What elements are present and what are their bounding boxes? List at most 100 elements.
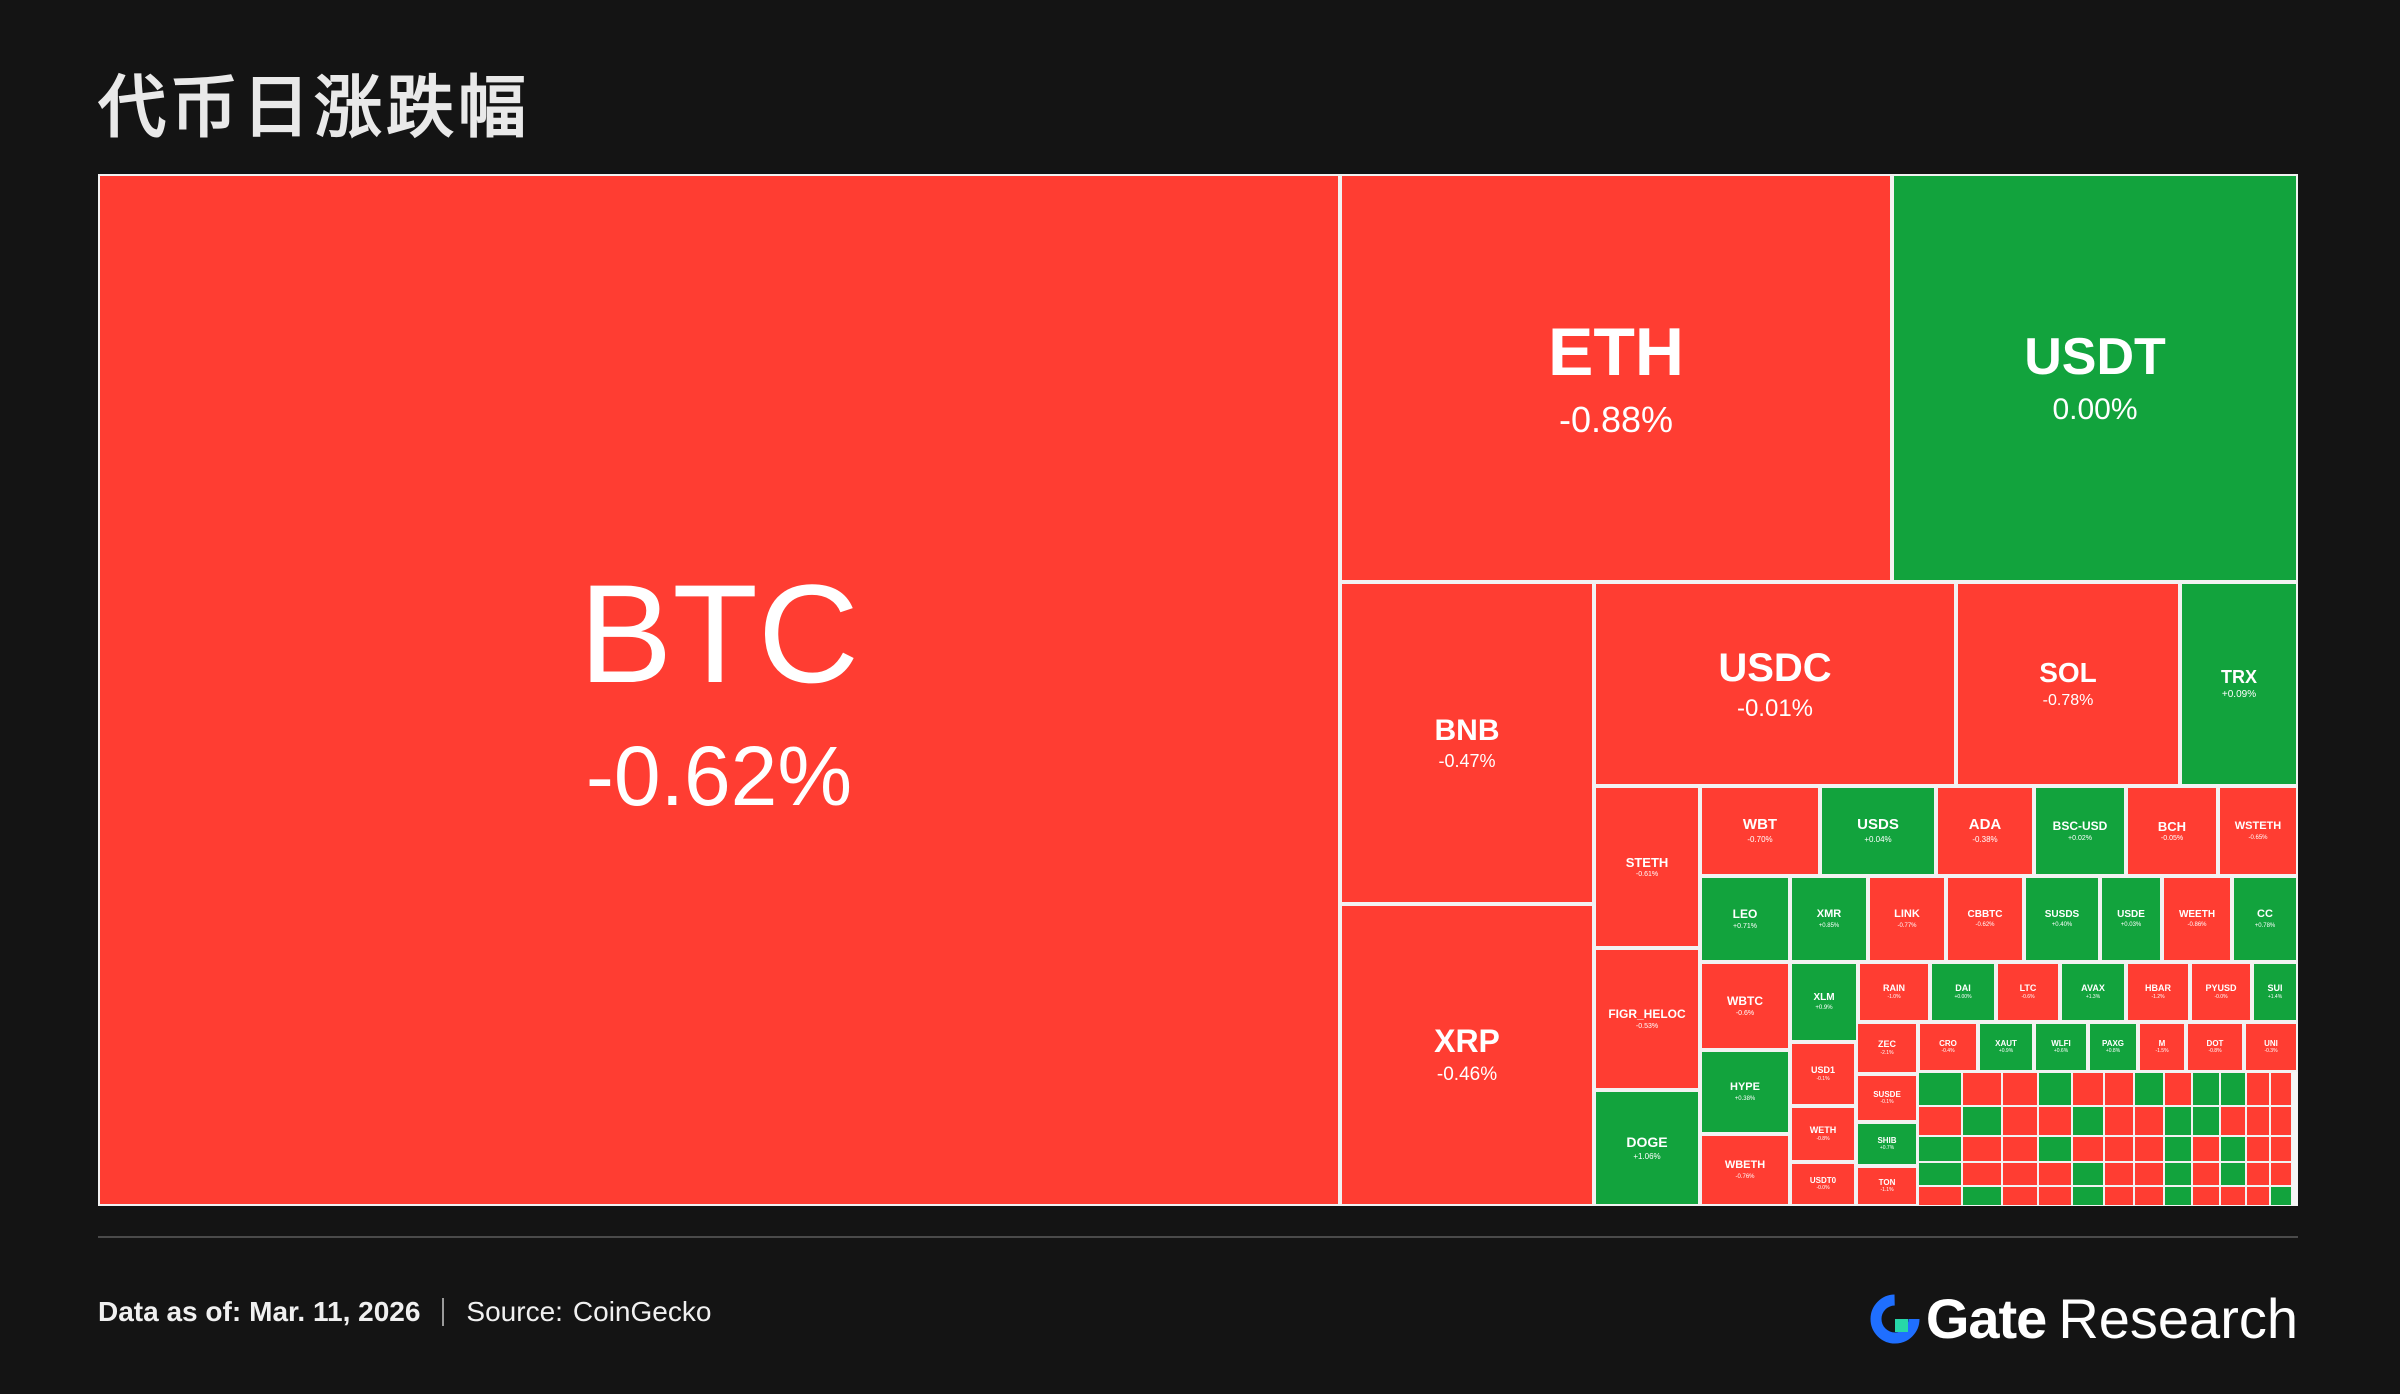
tile-symbol: TON [1878,1177,1896,1187]
tile-change: -0.1% [1816,1076,1830,1083]
tile-symbol: USD1 [1810,1064,1835,1075]
tile-change: +0.00% [1954,994,1972,1001]
tile-symbol: XAUT [1995,1038,2017,1048]
tile-symbol: WETH [1809,1124,1837,1135]
tile-symbol: XMR [1816,908,1842,921]
tile-symbol: M [2158,1038,2166,1048]
micro-tile [2220,1072,2246,1106]
tile-change: -0.4% [1941,1048,1955,1055]
tile-change: -0.88% [1558,398,1674,440]
tile-symbol: USDE [2117,908,2145,920]
tile-symbol: BTC [579,554,859,712]
tile-usdt: USDT 0.00% [1892,174,2298,582]
page-title: 代币日涨跌幅 [98,69,531,148]
tile-change: -0.62% [585,728,853,823]
tile-symbol: RAIN [1883,982,1905,993]
tile-change: -0.6% [1735,1009,1755,1017]
tile-symbol: PYUSD [2205,982,2237,993]
tile-symbol: WBTC [1727,994,1763,1009]
tile-change: -0.0% [1816,1185,1830,1192]
tile-symbol: BCH [2157,818,2187,834]
micro-tile [2134,1106,2164,1136]
tile-change: +0.38% [1734,1095,1756,1102]
tile-change: +0.6% [2053,1048,2069,1055]
tile-change: -0.8% [1816,1136,1830,1143]
micro-tile [1962,1106,2002,1136]
micro-tile [1962,1136,2002,1162]
footer-meta: Data as of: Mar. 11, 2026 Source: CoinGe… [98,1296,711,1328]
micro-tile [1918,1162,1962,1186]
tile-ton: TON -1.1% [1856,1166,1918,1206]
tile-symbol: CBBTC [1967,908,2003,920]
micro-tile [2220,1186,2246,1206]
tile-wbt: WBT -0.70% [1700,786,1820,876]
tile-change: -0.3% [2264,1048,2278,1055]
tile-change: +0.09% [2221,688,2257,700]
micro-tile [1918,1136,1962,1162]
tile-change: -0.86% [2187,922,2207,929]
tile-btc: BTC -0.62% [98,174,1340,1206]
tile-trx: TRX +0.09% [2180,582,2298,786]
tile-hbar: HBAR -1.2% [2126,962,2190,1022]
tile-symbol: SUSDS [2044,908,2080,920]
footer-separator [442,1298,445,1326]
micro-tile [2002,1136,2038,1162]
tile-usdc: USDC -0.01% [1594,582,1956,786]
micro-tiles-region [1918,1072,2298,1206]
tile-bsc-usd: BSC-USD +0.02% [2034,786,2126,876]
tile-change: +0.7% [1879,1145,1895,1152]
tile-symbol: WLFI [2051,1038,2071,1048]
tile-change: +0.85% [1818,922,1840,929]
micro-tile [2164,1136,2192,1162]
micro-tile [2072,1186,2104,1206]
tile-sui: SUI +1.4% [2252,962,2298,1022]
tile-symbol: USDT [2024,328,2166,387]
tile-change: -1.1% [1880,1187,1894,1194]
tile-usds: USDS +0.04% [1820,786,1936,876]
tile-symbol: CC [2257,908,2273,921]
tile-ltc: LTC -0.6% [1996,962,2060,1022]
tile-weeth: WEETH -0.86% [2162,876,2232,962]
micro-tile [2164,1186,2192,1206]
micro-tile [2270,1072,2292,1106]
micro-tile [2246,1162,2270,1186]
micro-tile [2104,1186,2134,1206]
tile-cro: CRO -0.4% [1918,1022,1978,1072]
tile-eth: ETH -0.88% [1340,174,1892,582]
tile-symbol: SUSDE [1873,1089,1901,1099]
micro-tile [2134,1136,2164,1162]
tile-change: +0.8% [2105,1048,2121,1055]
tile-symbol: WSTETH [2234,820,2282,833]
tile-symbol: BNB [1434,714,1500,748]
micro-tile [2192,1072,2220,1106]
tile-symbol: ETH [1548,314,1684,391]
tile-symbol: UNI [2264,1038,2278,1048]
micro-tile [1918,1106,1962,1136]
tile-link: LINK -0.77% [1868,876,1946,962]
tile-symbol: SOL [2039,657,2097,689]
micro-tile [2038,1186,2072,1206]
micro-tile [2104,1136,2134,1162]
micro-tile [1918,1186,1962,1206]
tile-symbol: SUI [2267,982,2283,993]
footer-divider [98,1236,2298,1238]
tile-symbol: USDS [1857,816,1899,834]
tile-bnb: BNB -0.47% [1340,582,1594,904]
tile-symbol: TRX [2221,666,2257,687]
tile-change: -0.53% [1635,1022,1659,1030]
tile-change: -0.65% [2248,834,2268,841]
date-label: Data as of: [98,1296,242,1327]
tile-symbol: DOT [2206,1038,2224,1048]
tile-xmr: XMR +0.85% [1790,876,1868,962]
tile-symbol: WBETH [1724,1159,1766,1172]
tile-figr-heloc: FIGR_HELOC -0.53% [1594,948,1700,1090]
tile-symbol: PAXG [2101,1038,2125,1048]
tile-symbol: XLM [1813,991,1835,1003]
tile-xrp: XRP -0.46% [1340,904,1594,1206]
micro-tile [1962,1162,2002,1186]
tile-uni: UNI -0.3% [2244,1022,2298,1072]
micro-tile [2220,1106,2246,1136]
tile-change: +0.78% [2254,922,2276,929]
tile-wsteth: WSTETH -0.65% [2218,786,2298,876]
micro-tile [2270,1186,2292,1206]
